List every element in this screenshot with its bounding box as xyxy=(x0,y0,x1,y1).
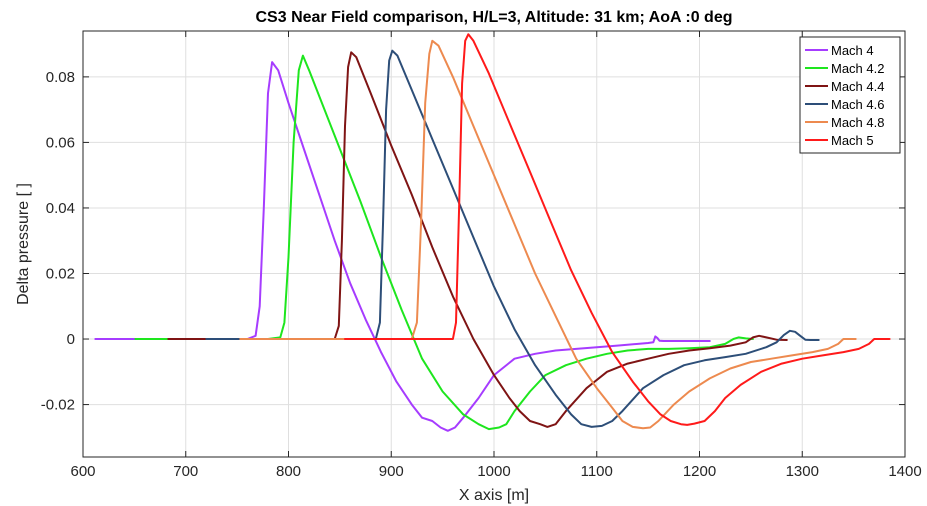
y-tick-label: 0.04 xyxy=(46,200,75,217)
y-tick-label: 0 xyxy=(67,331,75,348)
series-line-4 xyxy=(239,39,857,430)
legend-entry: Mach 5 xyxy=(831,133,874,148)
x-tick-label: 1400 xyxy=(888,463,921,480)
x-tick-label: 600 xyxy=(70,463,95,480)
y-tick-label: -0.02 xyxy=(41,397,75,414)
legend-box xyxy=(799,36,901,154)
series-line-0 xyxy=(94,61,711,432)
x-tick-label: 900 xyxy=(379,463,404,480)
y-axis-ticks: -0.02 0 0.02 0.04 0.06 0.08 xyxy=(41,69,905,414)
x-tick-label: 700 xyxy=(173,463,198,480)
y-axis-label: Delta pressure [ ] xyxy=(15,183,32,305)
series-line-3 xyxy=(205,49,820,428)
x-axis-label: X axis [m] xyxy=(459,487,529,504)
legend-entry: Mach 4.8 xyxy=(831,115,884,130)
x-tick-label: 1000 xyxy=(477,463,510,480)
y-tick-label: 0.02 xyxy=(46,265,75,282)
series-line-1 xyxy=(134,54,754,431)
x-tick-label: 1100 xyxy=(581,463,613,480)
series-line-5 xyxy=(344,33,891,426)
legend-entry: Mach 4 xyxy=(831,43,874,58)
legend-entry: Mach 4.6 xyxy=(831,97,884,112)
chart-title: CS3 Near Field comparison, H/L=3, Altitu… xyxy=(256,9,733,26)
legend-entry: Mach 4.4 xyxy=(831,79,884,94)
series-line-2 xyxy=(167,51,788,428)
y-tick-label: 0.08 xyxy=(46,69,75,86)
x-tick-label: 800 xyxy=(276,463,301,480)
legend: Mach 4 Mach 4.2 Mach 4.4 Mach 4.6 Mach 4.8 Ma… xyxy=(799,36,901,154)
legend-entry: Mach 4.2 xyxy=(831,61,884,76)
x-tick-label: 1200 xyxy=(683,463,716,480)
x-axis-ticks: 600 700 800 900 1000 1100 1200 1300 1400 xyxy=(70,31,922,480)
grid xyxy=(82,31,906,457)
x-tick-label: 1300 xyxy=(786,463,819,480)
y-tick-label: 0.06 xyxy=(46,134,75,151)
series-layer xyxy=(94,33,891,432)
